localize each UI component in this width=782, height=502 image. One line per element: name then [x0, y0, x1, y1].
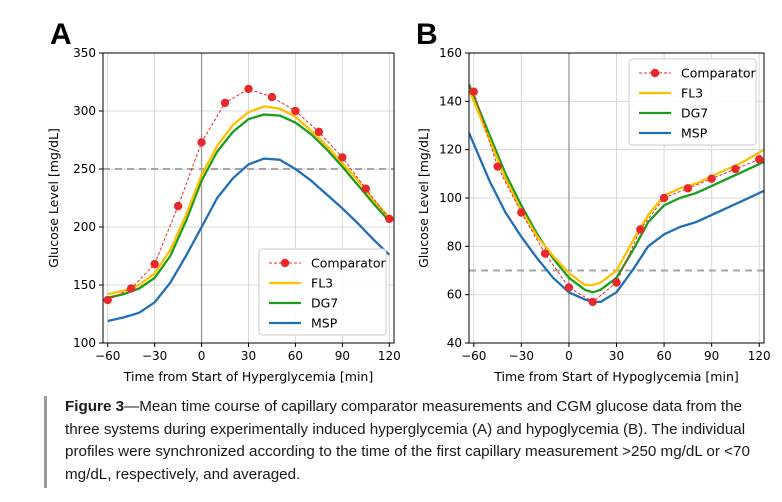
x-tick-label: −30 — [142, 349, 167, 363]
comparator-point — [220, 98, 230, 108]
x-tick-label: 120 — [748, 349, 771, 363]
comparator-point — [338, 153, 347, 162]
comparator-point — [659, 193, 669, 203]
panel-a: −60 −30 0 30 60 90 120 100 150 200 250 300 350 Time f… — [46, 18, 401, 384]
comparator-point — [469, 87, 478, 96]
comparator-point — [493, 162, 502, 171]
legend-label-msp: MSP — [311, 316, 338, 331]
comparator-point — [267, 92, 277, 102]
legend-comparator-marker — [650, 68, 660, 78]
comparator-point — [755, 155, 764, 164]
series-dg7-line — [107, 113, 391, 299]
y-tick-label: 300 — [73, 104, 96, 118]
comparator-point — [291, 106, 300, 116]
legend-label-dg7: DG7 — [311, 296, 338, 311]
x-tick-label: 60 — [288, 349, 303, 363]
x-tick-label: 120 — [378, 349, 401, 363]
legend-comparator-marker — [280, 258, 290, 268]
x-tick-label: −60 — [461, 349, 486, 363]
x-tick-label: −30 — [509, 349, 534, 363]
x-tick-label: 90 — [335, 349, 350, 363]
comparator-point — [636, 225, 645, 234]
legend-label-fl3: FL3 — [681, 86, 703, 101]
comparator-point — [126, 284, 136, 293]
x-tick-label: 0 — [565, 349, 573, 363]
y-tick-label: 80 — [447, 239, 462, 253]
y-tick-label: 350 — [73, 46, 96, 60]
comparator-point — [707, 174, 716, 183]
y-tick-label: 250 — [73, 162, 96, 176]
series-msp-line — [107, 157, 391, 323]
series-fl3-line — [107, 105, 391, 296]
comparator-point — [588, 297, 597, 307]
y-axis-label: Glucose Level [mg/dL] — [416, 128, 431, 268]
caption-label: Figure 3 — [65, 398, 125, 415]
legend-label-dg7: DG7 — [681, 106, 708, 121]
x-axis-label: Time from Start of Hypoglycemia [min] — [493, 369, 739, 384]
y-tick-label: 140 — [439, 94, 462, 108]
y-tick-label: 100 — [439, 191, 462, 205]
y-tick-label: 200 — [73, 220, 96, 234]
legend-box — [258, 248, 387, 336]
legend: Comparator FL3 DG7 MSP — [258, 248, 387, 336]
x-tick-label: 30 — [609, 349, 624, 363]
comparator-point — [540, 249, 550, 258]
legend-label-comparator: Comparator — [681, 66, 756, 81]
legend-label-msp: MSP — [681, 126, 708, 141]
comparator-point — [731, 164, 740, 174]
y-tick-label: 60 — [447, 288, 462, 302]
legend-label-comparator: Comparator — [311, 256, 386, 271]
comparator-point — [197, 138, 206, 147]
legend-box — [628, 58, 757, 146]
x-tick-label: 60 — [656, 349, 671, 363]
y-axis-label: Glucose Level [mg/dL] — [46, 128, 61, 268]
x-tick-label: −60 — [95, 349, 120, 363]
comparator-point — [612, 278, 621, 287]
y-tick-label: 160 — [439, 46, 462, 60]
panel-letter: B — [416, 18, 438, 51]
comparator-point — [244, 84, 253, 94]
y-tick-label: 100 — [73, 336, 96, 350]
x-tick-label: 90 — [704, 349, 719, 363]
comparator-point — [173, 201, 183, 211]
comparator-point — [103, 295, 112, 305]
comparator-point — [683, 184, 693, 193]
figure-caption: Figure 3—Mean time course of capillary c… — [44, 396, 760, 488]
caption-text: —Mean time course of capillary comparato… — [65, 398, 750, 483]
comparator-point — [314, 127, 324, 137]
x-axis-label: Time from Start of Hyperglycemia [min] — [123, 369, 373, 384]
y-tick-label: 150 — [73, 278, 96, 292]
comparator-point — [385, 214, 394, 224]
panel-b: −60 −30 0 30 60 90 120 40 60 80 100 120 140 160 Time f… — [416, 18, 771, 384]
legend: Comparator FL3 DG7 MSP — [628, 58, 757, 146]
y-tick-label: 40 — [447, 336, 462, 350]
x-tick-label: 30 — [241, 349, 256, 363]
y-tick-label: 120 — [439, 143, 462, 157]
comparator-point — [517, 208, 526, 217]
legend-label-fl3: FL3 — [311, 276, 333, 291]
comparator-point — [150, 259, 159, 269]
panel-letter: A — [50, 18, 72, 51]
x-tick-label: 0 — [198, 349, 206, 363]
series-msp-line — [469, 132, 764, 304]
comparator-point — [361, 184, 371, 193]
comparator-point — [564, 283, 574, 292]
